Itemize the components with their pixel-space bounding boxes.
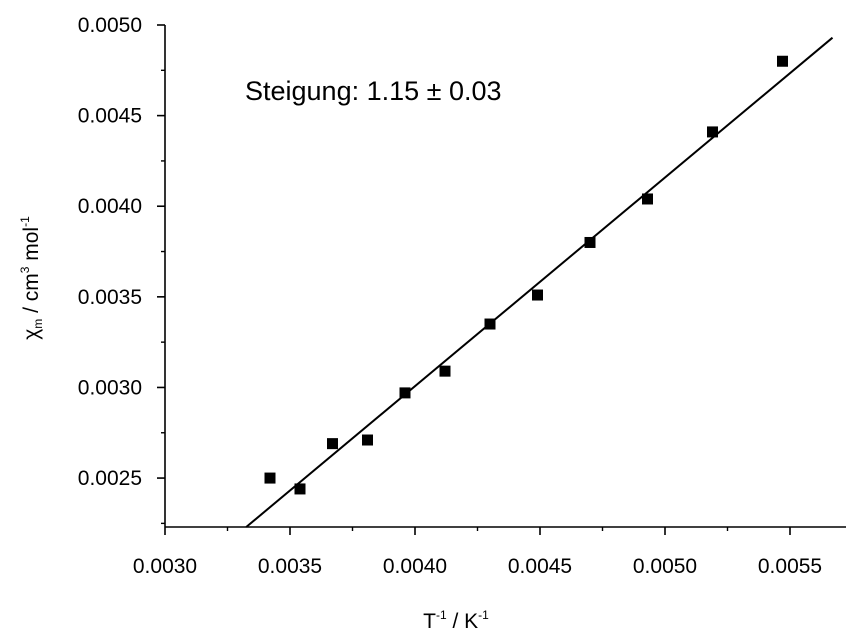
x-axis-title-sup-1: -1	[436, 608, 447, 622]
x-tick-labels: 0.0030 0.0035 0.0040 0.0045 0.0050 0.0055	[133, 555, 822, 578]
y-tick-label: 0.0045	[78, 105, 142, 128]
data-point	[484, 318, 496, 330]
x-tick-label: 0.0030	[133, 555, 197, 578]
data-point	[532, 289, 543, 301]
y-axis-title-sup-2: 3	[18, 266, 32, 273]
plot-area: 0.0030 0.0035 0.0040 0.0045 0.0050 0.0055 0.0…	[78, 14, 846, 578]
data-point	[707, 126, 718, 138]
data-point	[642, 193, 653, 205]
x-axis-title-base-1: T	[423, 610, 436, 633]
y-tick-label: 0.0050	[78, 14, 142, 37]
y-tick-label: 0.0035	[78, 286, 142, 309]
data-point	[264, 472, 276, 484]
data-point	[362, 434, 373, 446]
y-axis-title-sub-1: m	[31, 319, 45, 329]
y-tick-label: 0.0040	[78, 195, 142, 218]
x-ticks	[164, 527, 791, 535]
data-point	[777, 55, 788, 67]
y-tick-label: 0.0025	[78, 467, 142, 490]
data-points	[264, 55, 788, 495]
x-axis-title: T-1 / K-1	[423, 608, 489, 633]
fit-line-layer	[245, 36, 834, 528]
x-axis-title-sup-2: -1	[478, 608, 489, 622]
data-point	[294, 483, 306, 495]
x-tick-label: 0.0050	[633, 555, 697, 578]
y-axis-title-base-2: / cm	[20, 273, 43, 319]
y-axis-title: χm / cm3 mol-1	[18, 216, 45, 340]
x-axis-title-base-2: / K	[447, 610, 479, 633]
data-point	[399, 387, 411, 399]
x-tick-label: 0.0055	[758, 555, 822, 578]
data-point	[439, 365, 451, 377]
y-axis-title-sup-3: -1	[18, 216, 32, 227]
y-axis-title-base-1: χ	[20, 329, 43, 340]
data-point	[327, 438, 338, 450]
data-point	[584, 236, 596, 248]
y-tick-labels: 0.0025 0.0030 0.0035 0.0040 0.0045 0.0050	[78, 14, 142, 490]
y-tick-label: 0.0030	[78, 376, 142, 399]
x-tick-label: 0.0035	[258, 555, 322, 578]
x-tick-label: 0.0040	[383, 555, 447, 578]
y-ticks	[157, 24, 165, 525]
fit-line	[245, 36, 834, 528]
y-axis-title-base-3: mol	[20, 227, 43, 267]
annotation-text: Steigung: 1.15 ± 0.03	[245, 76, 502, 106]
x-tick-label: 0.0045	[508, 555, 572, 578]
